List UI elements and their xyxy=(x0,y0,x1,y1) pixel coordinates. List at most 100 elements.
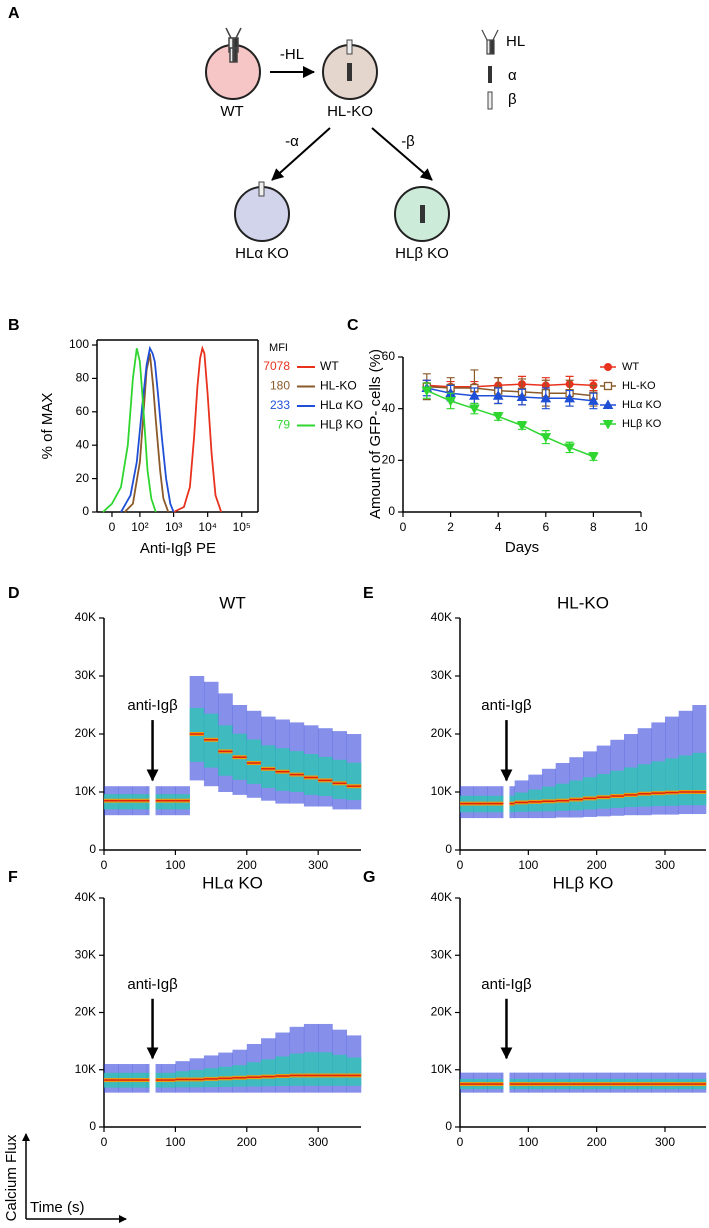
y-tick-label: 20K xyxy=(75,726,96,740)
x-tick-label: 300 xyxy=(308,1135,328,1149)
density-core xyxy=(624,767,638,808)
density-core xyxy=(569,780,584,811)
marker xyxy=(469,390,480,400)
density-core xyxy=(318,756,333,797)
density-core xyxy=(261,1059,276,1087)
density-core xyxy=(303,1052,319,1086)
y-tick-label: 0 xyxy=(388,504,395,518)
y-tick-label: 30K xyxy=(431,947,452,961)
y-tick-label: 20K xyxy=(431,726,452,740)
y-tick-label: 20 xyxy=(76,471,90,485)
arrow-label: -HL xyxy=(280,46,304,63)
legend-label: HLβ KO xyxy=(320,418,363,432)
x-tick-label: 4 xyxy=(495,520,502,534)
x-tick-label: 0 xyxy=(457,1135,464,1149)
marker xyxy=(588,395,599,405)
panel-label: G xyxy=(363,869,375,886)
axis-key-label: Time (s) xyxy=(30,1199,84,1216)
legend-label: HL-KO xyxy=(320,379,357,393)
y-tick-label: 80 xyxy=(76,371,90,385)
y-tick-label: 0 xyxy=(445,1119,452,1133)
x-tick-label: 0 xyxy=(101,1135,108,1149)
receptor xyxy=(258,181,265,197)
injection-gap xyxy=(503,1053,510,1109)
panel-label: D xyxy=(8,585,20,602)
density-core xyxy=(289,1053,305,1086)
panel-label: A xyxy=(8,5,20,22)
histogram-line xyxy=(120,345,175,513)
density-core xyxy=(303,754,319,795)
density-core xyxy=(332,759,348,799)
antibody-icon xyxy=(225,27,242,63)
cell-label: HLβ KO xyxy=(395,245,449,262)
legend-label: β xyxy=(508,91,517,108)
x-tick-label: 0 xyxy=(400,520,407,534)
density-core xyxy=(583,777,597,810)
legend-marker xyxy=(602,420,614,430)
histogram-line xyxy=(102,348,157,513)
panel-label: F xyxy=(8,869,18,886)
annotation: anti-Igβ xyxy=(481,697,532,714)
y-tick-label: 10K xyxy=(75,784,96,798)
arrow-label: -α xyxy=(285,133,299,150)
legend-label: WT xyxy=(622,361,639,373)
y-tick-label: 40 xyxy=(76,437,90,451)
y-tick-label: 10K xyxy=(75,1062,96,1076)
density-core xyxy=(246,1062,262,1087)
x-tick-label: 200 xyxy=(587,858,607,872)
annotation: anti-Igβ xyxy=(481,976,532,993)
histogram-line xyxy=(173,345,223,513)
legend-icon xyxy=(481,29,499,55)
x-tick-label: 100 xyxy=(165,858,185,872)
marker xyxy=(516,391,528,402)
density-core xyxy=(318,1052,333,1086)
legend-marker xyxy=(603,381,613,391)
y-tick-label: 40K xyxy=(75,610,96,624)
legend-label: HL-KO xyxy=(622,380,656,392)
density-core xyxy=(346,762,362,801)
legend-label: WT xyxy=(320,359,339,373)
chart-title: HL-KO xyxy=(557,593,609,612)
y-tick-label: 40K xyxy=(75,890,96,904)
y-tick-label: 30K xyxy=(75,668,96,682)
chart-title: HLα KO xyxy=(202,873,263,892)
x-axis-label: Days xyxy=(505,539,539,556)
legend-label: HLα KO xyxy=(622,399,662,411)
receptor xyxy=(346,39,353,55)
legend-label: HL xyxy=(506,33,525,50)
x-tick-label: 0 xyxy=(457,858,464,872)
density-core xyxy=(665,758,679,806)
x-tick-label: 100 xyxy=(518,1135,538,1149)
legend-marker xyxy=(604,363,612,371)
legend-icon xyxy=(487,91,493,110)
axis-key-label: Calcium Flux xyxy=(3,1134,20,1221)
y-tick-label: 60 xyxy=(76,404,90,418)
y-tick-label: 30K xyxy=(431,668,452,682)
density-core xyxy=(275,1056,290,1087)
x-tick-label: 100 xyxy=(518,858,538,872)
x-tick-label: 10² xyxy=(131,520,148,534)
density-core xyxy=(678,755,693,806)
x-tick-label: 10³ xyxy=(165,520,182,534)
marker xyxy=(540,392,552,403)
x-tick-label: 300 xyxy=(308,858,328,872)
y-tick-label: 40K xyxy=(431,610,452,624)
density-core xyxy=(651,761,666,807)
x-tick-label: 8 xyxy=(590,520,597,534)
x-tick-label: 300 xyxy=(655,858,675,872)
y-tick-label: 10K xyxy=(431,1062,452,1076)
density-core xyxy=(275,748,290,791)
y-tick-label: 10K xyxy=(431,784,452,798)
injection-gap xyxy=(149,1053,156,1109)
density-core xyxy=(596,773,611,809)
annotation: anti-Igβ xyxy=(127,976,178,993)
legend-title: MFI xyxy=(269,342,288,354)
y-tick-label: 0 xyxy=(89,1119,96,1133)
x-tick-label: 2 xyxy=(447,520,454,534)
density-core xyxy=(610,770,625,808)
y-tick-label: 0 xyxy=(82,504,89,518)
legend-label: α xyxy=(508,67,517,84)
cell-label: WT xyxy=(220,103,243,120)
legend-mfi: 233 xyxy=(270,398,290,412)
